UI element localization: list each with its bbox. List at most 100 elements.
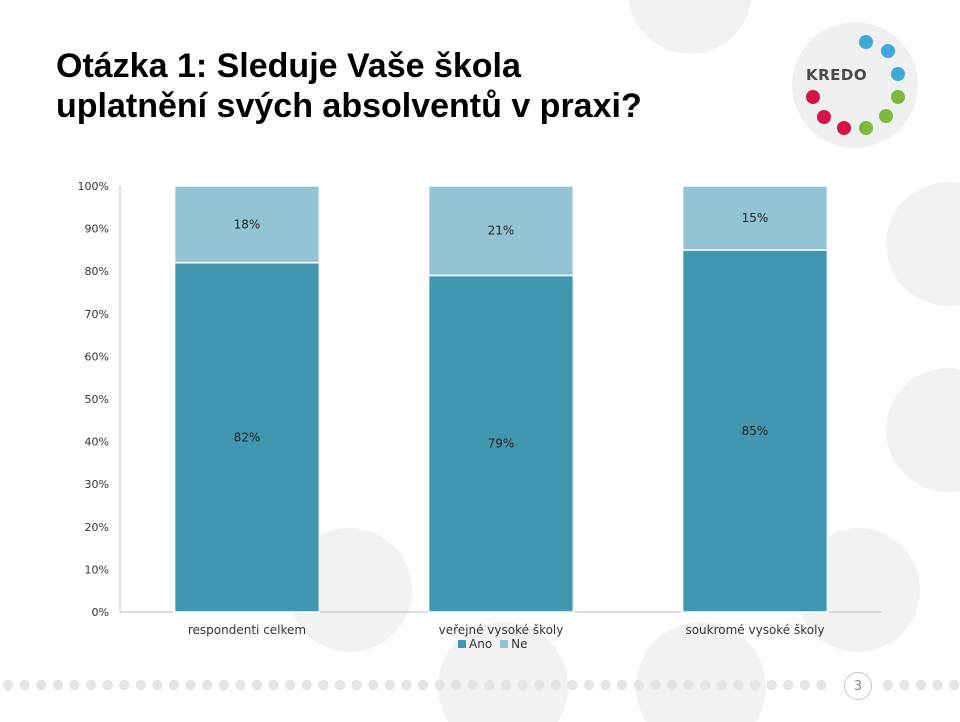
footer-dot: [451, 679, 462, 691]
bar-segment: [427, 185, 575, 277]
footer-dot: [318, 679, 329, 691]
legend-label-ne: Ne: [511, 637, 528, 651]
background-circle: [438, 622, 568, 722]
footer-dot: [799, 679, 810, 691]
footer-dot: [235, 679, 246, 691]
logo-dot-red: [817, 110, 831, 124]
footer-dot: [401, 679, 412, 691]
y-tick-label: 0%: [92, 606, 109, 619]
bar-segment: [681, 185, 829, 251]
title-line-1: Otázka 1: Sleduje Vaše škola: [56, 47, 521, 85]
footer-dot: [85, 679, 97, 691]
data-label: 18%: [234, 217, 261, 231]
footer-dot: [932, 679, 943, 691]
footer-dot: [550, 679, 561, 691]
legend-item-ano: Ano: [458, 637, 492, 651]
footer-dot: [2, 679, 14, 691]
footer-dot: [915, 679, 927, 691]
logo-dot-blue: [859, 35, 873, 49]
footer-dot: [69, 679, 80, 691]
footer-dot: [19, 679, 30, 691]
y-tick-label: 80%: [85, 265, 109, 278]
y-tick-label: 100%: [78, 180, 109, 193]
data-label: 15%: [742, 211, 769, 225]
footer-dot: [467, 679, 478, 691]
y-tick-label: 20%: [85, 521, 109, 534]
chart-legend: Ano Ne: [458, 637, 528, 651]
footer-dot: [617, 679, 628, 691]
footer-dot: [650, 679, 661, 691]
data-label: 85%: [742, 424, 769, 438]
footer-dot: [185, 679, 196, 691]
footer-dot: [119, 679, 130, 691]
footer-dot: [285, 679, 296, 691]
y-tick-label: 90%: [85, 223, 109, 236]
footer-dot: [534, 679, 545, 691]
data-label: 82%: [234, 430, 261, 444]
logo-dot-blue: [891, 67, 905, 81]
footer-dot: [152, 679, 163, 691]
footer-dot: [52, 679, 63, 691]
footer-dots: [2, 679, 960, 691]
footer-dot: [384, 679, 395, 691]
footer-dot: [666, 679, 678, 691]
bar-segment: [427, 274, 575, 613]
footer-dot: [633, 679, 644, 691]
footer-dot: [816, 679, 827, 691]
footer-dot: [102, 679, 113, 691]
legend-item-ne: Ne: [500, 637, 528, 651]
page-title: Otázka 1: Sleduje Vaše škola uplatnění s…: [56, 46, 642, 126]
kredo-logo: KREDO: [792, 22, 918, 148]
footer-dot: [301, 679, 312, 691]
footer-dot: [434, 679, 445, 691]
footer-dot: [417, 679, 429, 691]
footer-dot: [251, 679, 263, 691]
logo-dot-green: [891, 90, 905, 104]
footer-dot: [351, 679, 362, 691]
footer-dot: [733, 679, 744, 691]
footer-dot: [36, 679, 47, 691]
data-label: 21%: [488, 224, 515, 238]
footer-dot: [583, 679, 595, 691]
title-line-2: uplatnění svých absolventů v praxi?: [56, 87, 642, 125]
footer-dot: [783, 679, 794, 691]
y-tick-label: 50%: [85, 393, 109, 406]
footer-dot: [899, 679, 910, 691]
footer-dot: [567, 679, 578, 691]
footer-dot: [484, 679, 495, 691]
y-tick-label: 40%: [85, 436, 109, 449]
x-category-label: respondenti celkem: [188, 623, 306, 637]
footer-dot: [949, 679, 960, 691]
footer-dot: [368, 679, 379, 691]
footer-dot: [202, 679, 213, 691]
logo-dot-red: [806, 90, 820, 104]
background-circle: [636, 622, 766, 722]
page-number: 3: [844, 672, 872, 700]
bar-segment: [173, 185, 321, 264]
data-label: 79%: [488, 437, 515, 451]
footer-dot: [882, 679, 893, 691]
footer-dot: [600, 679, 611, 691]
y-tick-label: 30%: [85, 478, 109, 491]
bar-segment: [173, 261, 321, 613]
bar-segment: [681, 249, 829, 613]
y-tick-label: 60%: [85, 350, 109, 363]
footer-dot: [500, 679, 512, 691]
logo-dot-green: [879, 109, 893, 123]
footer-dot: [766, 679, 777, 691]
footer-dot: [218, 679, 229, 691]
footer-dot: [517, 679, 528, 691]
logo-dot-red: [837, 121, 851, 135]
footer-dot: [268, 679, 279, 691]
legend-swatch-ano: [458, 640, 466, 648]
logo-dot-blue: [881, 44, 895, 58]
footer-dot: [749, 679, 761, 691]
x-category-label: soukromé vysoké školy: [685, 623, 824, 637]
x-category-label: veřejné vysoké školy: [439, 623, 564, 637]
logo-text: KREDO: [806, 66, 868, 84]
y-tick-label: 10%: [85, 563, 109, 576]
y-tick-label: 70%: [85, 308, 109, 321]
footer-dot: [168, 679, 180, 691]
